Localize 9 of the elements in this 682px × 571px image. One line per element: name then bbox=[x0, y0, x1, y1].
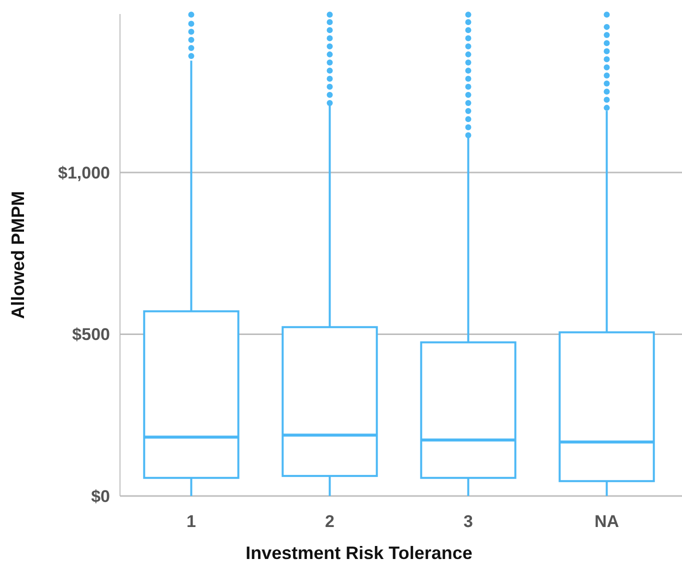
y-tick-label: $0 bbox=[91, 486, 110, 506]
x-tick-label: 1 bbox=[186, 512, 196, 531]
y-tick-label: $500 bbox=[72, 325, 110, 344]
x-tick-label: 2 bbox=[325, 512, 334, 531]
y-tick-label: $1,000 bbox=[58, 163, 110, 182]
x-axis-title: Investment Risk Tolerance bbox=[246, 543, 472, 563]
x-tick-label: NA bbox=[594, 512, 620, 531]
y-axis-title: Allowed PMPM bbox=[8, 190, 28, 320]
x-tick-label: 3 bbox=[464, 512, 473, 531]
